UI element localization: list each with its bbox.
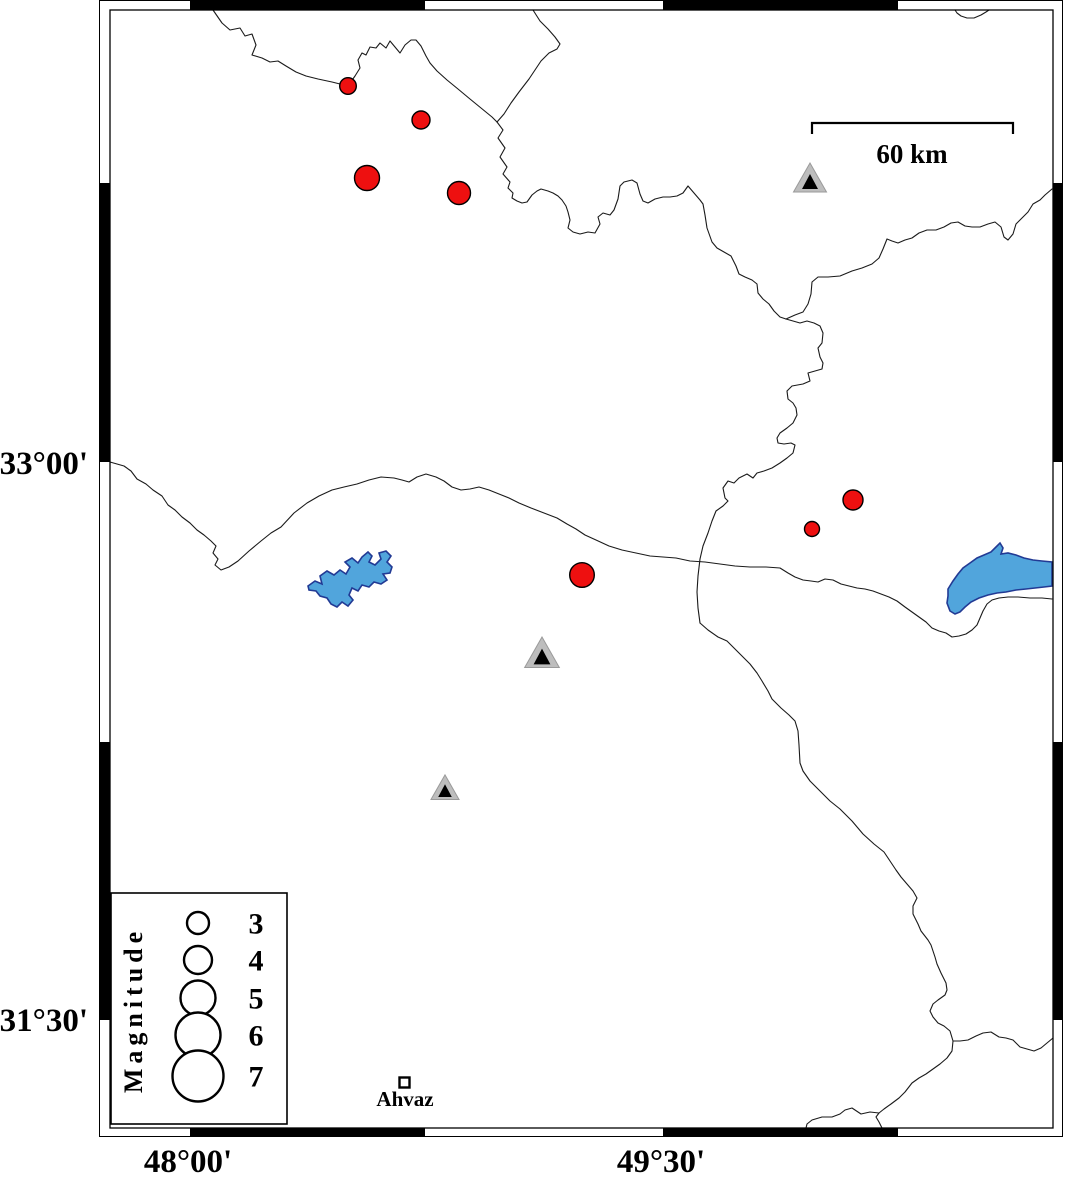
border-top-small-arc (954, 9, 990, 19)
scale-bar-label: 60 km (876, 139, 948, 169)
legend-magnitude-value: 3 (249, 908, 264, 941)
lat-label-31-30: 31°30' (0, 1003, 88, 1039)
border-north-spur (496, 9, 561, 123)
border-south-branch (805, 1107, 880, 1129)
station-inner-triangle-icon (533, 648, 551, 665)
lake-east (946, 541, 1053, 615)
frame-segment-bottom-2 (663, 1128, 898, 1137)
border-southeast-diagonal (699, 622, 954, 1129)
station-marker (430, 773, 460, 800)
admin-borders (109, 9, 1054, 1129)
legend-magnitude-value: 6 (249, 1020, 264, 1053)
station-marker (523, 636, 561, 668)
map-frame (99, 0, 1063, 1137)
frame-inner-line (109, 9, 1054, 1129)
lat-label-33-00: 33°00' (0, 446, 88, 482)
axis-labels: 33°00' 31°30' 48°00' 49°30' (0, 446, 705, 1177)
frame-segment-top-1 (190, 0, 425, 10)
station-marker (792, 161, 828, 193)
station-markers (430, 161, 828, 800)
lake-west (307, 550, 393, 608)
frame-outer-line (99, 0, 1063, 1137)
frame-segment-right-1 (1053, 183, 1063, 462)
scale-bar: 60 km (810, 121, 1015, 169)
magnitude-legend: Magnitude 3 4 5 6 7 (110, 892, 288, 1125)
lakes (307, 541, 1053, 615)
frame-segment-left-1 (99, 183, 110, 462)
border-northeast-branch (785, 188, 1053, 320)
frame-segment-right-2 (1053, 742, 1063, 1020)
earthquake-markers (339, 76, 864, 589)
earthquake-marker (353, 164, 381, 192)
border-east-descent (696, 318, 824, 624)
frame-segment-left-2 (99, 742, 110, 1020)
legend-title: Magnitude (119, 927, 148, 1093)
legend-magnitude-circle (185, 910, 211, 936)
legend-magnitude-circle (182, 944, 214, 976)
earthquake-marker (339, 76, 358, 95)
earthquake-marker (803, 520, 821, 538)
border-central-meander (496, 121, 787, 320)
scale-bar-bracket (810, 121, 1015, 134)
station-inner-triangle-icon (438, 784, 452, 797)
legend-magnitude-circle (171, 1049, 225, 1103)
earthquake-marker (411, 110, 431, 130)
frame-segment-top-2 (663, 0, 898, 10)
city-marker-ahvaz: Ahvaz (376, 1076, 434, 1111)
lon-label-49-30: 49°30' (617, 1144, 705, 1177)
legend-magnitude-value: 4 (249, 945, 264, 978)
border-west-east-main (109, 461, 1053, 638)
legend-items: 3 4 5 6 7 (171, 908, 264, 1103)
earthquake-marker (842, 489, 864, 511)
earthquake-marker (446, 180, 472, 206)
city-label: Ahvaz (376, 1087, 433, 1111)
city-square-icon (398, 1076, 411, 1089)
border-southeast-horizontal (952, 1031, 1054, 1052)
legend-magnitude-circle (179, 979, 217, 1017)
border-northwest (212, 9, 498, 123)
earthquake-marker (569, 562, 596, 589)
legend-magnitude-value: 5 (249, 983, 264, 1016)
legend-magnitude-value: 7 (249, 1061, 264, 1094)
lon-label-48-00: 48°00' (144, 1144, 232, 1177)
frame-segment-bottom-1 (190, 1128, 425, 1137)
station-inner-triangle-icon (802, 174, 818, 189)
